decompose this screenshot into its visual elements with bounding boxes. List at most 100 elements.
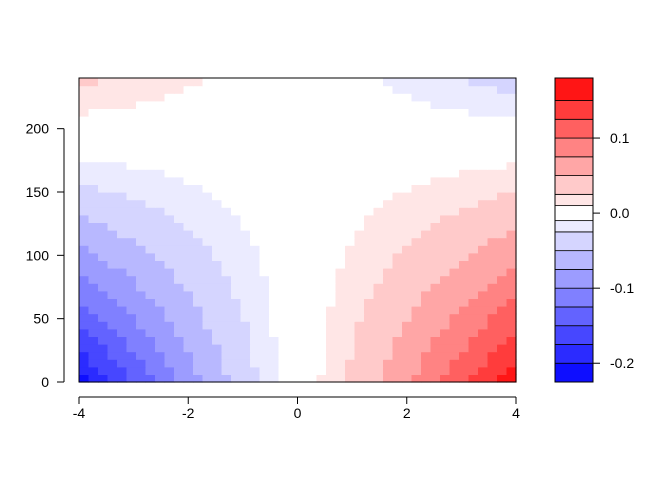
contour-cell	[203, 230, 213, 238]
contour-cell	[212, 268, 222, 276]
contour-cell	[478, 124, 488, 132]
contour-cell	[222, 306, 232, 314]
contour-cell	[450, 108, 460, 116]
contour-cell	[307, 154, 317, 162]
contour-cell	[298, 336, 308, 344]
colorbar-swatch	[555, 269, 593, 288]
contour-cell	[288, 283, 298, 291]
contour-cell	[478, 276, 488, 284]
contour-cell	[497, 238, 507, 246]
contour-cell	[421, 184, 431, 192]
contour-cell	[364, 222, 374, 230]
colorbar-swatch	[555, 344, 593, 363]
contour-cell	[165, 238, 175, 246]
contour-cell	[459, 200, 469, 208]
contour-cell	[193, 116, 203, 124]
contour-cell	[336, 154, 346, 162]
contour-cell	[174, 93, 184, 101]
contour-cell	[250, 86, 260, 94]
contour-cell	[89, 268, 99, 276]
contour-cell	[184, 336, 194, 344]
contour-cell	[469, 245, 479, 253]
contour-cell	[127, 230, 137, 238]
contour-cell	[174, 78, 184, 86]
contour-cell	[165, 108, 175, 116]
contour-cell	[383, 253, 393, 261]
contour-cell	[478, 344, 488, 352]
contour-cell	[89, 184, 99, 192]
contour-cell	[146, 108, 156, 116]
contour-cell	[127, 215, 137, 223]
contour-cell	[317, 306, 327, 314]
contour-cell	[174, 230, 184, 238]
contour-cell	[108, 298, 118, 306]
contour-cell	[269, 283, 279, 291]
contour-cell	[393, 238, 403, 246]
contour-cell	[393, 352, 403, 360]
contour-cell	[402, 283, 412, 291]
contour-cell	[155, 306, 165, 314]
contour-cell	[136, 374, 146, 382]
contour-cell	[260, 86, 270, 94]
contour-cell	[155, 230, 165, 238]
contour-cell	[89, 306, 99, 314]
contour-cell	[174, 283, 184, 291]
contour-cell	[89, 321, 99, 329]
contour-cell	[364, 344, 374, 352]
contour-cell	[269, 162, 279, 170]
contour-cell	[326, 146, 336, 154]
contour-cell	[127, 314, 137, 322]
contour-cell	[383, 260, 393, 268]
contour-cell	[79, 108, 89, 116]
contour-cell	[383, 314, 393, 322]
contour-cell	[203, 124, 213, 132]
contour-cell	[478, 215, 488, 223]
contour-cell	[298, 207, 308, 215]
contour-cell	[488, 314, 498, 322]
contour-cell	[250, 177, 260, 185]
contour-cell	[250, 162, 260, 170]
contour-cell	[174, 329, 184, 337]
contour-cell	[478, 238, 488, 246]
contour-cell	[260, 215, 270, 223]
contour-cell	[317, 78, 327, 86]
contour-cell	[108, 93, 118, 101]
contour-cell	[317, 124, 327, 132]
contour-cell	[250, 298, 260, 306]
contour-cell	[279, 116, 289, 124]
contour-cell	[374, 116, 384, 124]
contour-cell	[193, 215, 203, 223]
contour-cell	[469, 298, 479, 306]
contour-cell	[193, 101, 203, 109]
contour-cell	[174, 260, 184, 268]
contour-cell	[507, 131, 517, 139]
contour-cell	[421, 177, 431, 185]
contour-cell	[507, 352, 517, 360]
contour-cell	[241, 276, 251, 284]
contour-cell	[231, 177, 241, 185]
contour-cell	[241, 291, 251, 299]
contour-cell	[412, 222, 422, 230]
contour-cell	[241, 192, 251, 200]
contour-cell	[89, 291, 99, 299]
contour-cell	[241, 374, 251, 382]
contour-cell	[203, 139, 213, 147]
contour-cell	[79, 86, 89, 94]
contour-cell	[326, 78, 336, 86]
contour-cell	[307, 169, 317, 177]
contour-cell	[497, 314, 507, 322]
contour-cell	[203, 78, 213, 86]
contour-cell	[117, 222, 127, 230]
contour-cell	[364, 108, 374, 116]
contour-cell	[127, 359, 137, 367]
contour-cell	[212, 131, 222, 139]
contour-cell	[269, 131, 279, 139]
contour-cell	[440, 367, 450, 375]
contour-cell	[459, 344, 469, 352]
contour-cell	[421, 314, 431, 322]
contour-cell	[459, 291, 469, 299]
x-tick-label: 2	[403, 405, 411, 421]
contour-cell	[307, 139, 317, 147]
contour-cell	[374, 131, 384, 139]
contour-cell	[117, 131, 127, 139]
